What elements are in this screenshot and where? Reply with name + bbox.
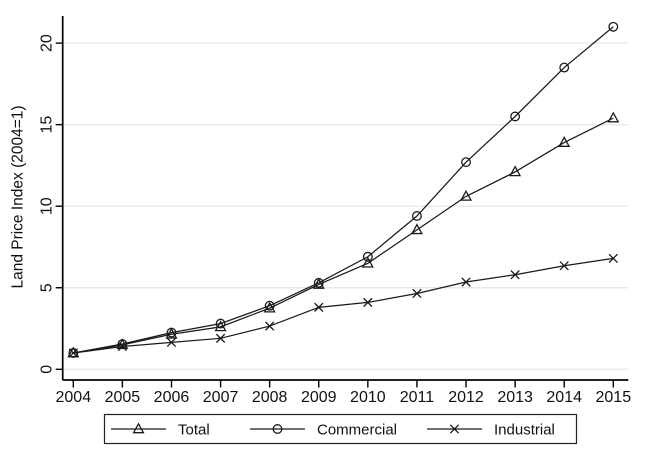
legend-marker-commercial xyxy=(272,424,283,434)
marker-triangle-total-2011 xyxy=(410,223,423,235)
x-tick-label-2014: 2014 xyxy=(546,389,582,406)
legend-marker-total xyxy=(132,422,145,434)
x-tick-label-2007: 2007 xyxy=(203,389,239,406)
y-tick-label-20: 20 xyxy=(39,34,56,52)
marker-circle-commercial-2012 xyxy=(461,157,471,168)
marker-x-industrial-2012 xyxy=(461,277,471,287)
marker-circle-commercial-2005 xyxy=(117,339,128,349)
series-line-commercial xyxy=(73,26,614,354)
x-tick-label-2006: 2006 xyxy=(154,389,190,406)
marker-x-industrial-2004 xyxy=(68,348,78,358)
gridlines xyxy=(62,42,629,370)
marker-x-industrial-2013 xyxy=(510,270,520,280)
x-tick-label-2008: 2008 xyxy=(252,389,288,406)
marker-x-industrial-2010 xyxy=(363,297,373,308)
legend-box xyxy=(103,413,578,445)
marker-circle-commercial-2009 xyxy=(313,277,324,288)
marker-circle-commercial-2011 xyxy=(411,211,422,221)
marker-x-industrial-2005 xyxy=(117,341,128,352)
marker-triangle-total-2007 xyxy=(214,320,227,332)
x-tick-label-2005: 2005 xyxy=(105,389,141,406)
x-tick-label-2012: 2012 xyxy=(448,389,484,406)
marker-x-industrial-2011 xyxy=(412,288,422,299)
x-tick-label-2015: 2015 xyxy=(596,389,632,406)
legend-label-industrial: Industrial xyxy=(494,421,555,438)
legend: Total Commercial Industrial xyxy=(103,413,578,445)
data-series xyxy=(67,21,620,358)
marker-triangle-total-2015 xyxy=(607,111,620,123)
y-tick-label-15: 15 xyxy=(39,116,56,134)
y-tick-label-0: 0 xyxy=(39,365,56,374)
x-tick-label-2011: 2011 xyxy=(400,389,435,406)
marker-circle-commercial-2013 xyxy=(510,111,521,122)
marker-circle-commercial-2015 xyxy=(608,21,619,32)
y-tick-label-5: 5 xyxy=(39,283,56,292)
series-line-total xyxy=(73,117,614,354)
y-axis-title: Land Price Index (2004=1) xyxy=(9,105,26,288)
axes: 0 5 10 15 20 2004 2005 2006 2007 2008 2009 2010 2011… xyxy=(39,16,632,406)
legend-label-commercial: Commercial xyxy=(317,421,397,438)
x-tick-label-2010: 2010 xyxy=(350,389,386,406)
marker-circle-commercial-2010 xyxy=(362,251,373,262)
marker-circle-commercial-2014 xyxy=(559,62,570,73)
marker-triangle-total-2013 xyxy=(509,165,522,177)
marker-x-industrial-2006 xyxy=(166,337,177,348)
marker-x-industrial-2009 xyxy=(314,302,324,312)
marker-x-industrial-2014 xyxy=(559,261,569,271)
x-tick-label-2009: 2009 xyxy=(301,389,337,406)
marker-triangle-total-2010 xyxy=(361,256,374,268)
marker-circle-commercial-2007 xyxy=(215,318,226,329)
marker-triangle-total-2012 xyxy=(460,189,473,201)
marker-circle-commercial-2006 xyxy=(166,327,177,338)
y-tick-label-10: 10 xyxy=(39,197,56,215)
marker-x-industrial-2015 xyxy=(608,253,618,264)
marker-triangle-total-2008 xyxy=(263,301,276,313)
series-line-industrial xyxy=(73,257,614,354)
x-tick-label-2013: 2013 xyxy=(497,389,533,406)
marker-x-industrial-2007 xyxy=(215,333,226,343)
marker-triangle-total-2014 xyxy=(558,136,571,147)
marker-circle-commercial-2008 xyxy=(264,300,275,311)
legend-marker-industrial xyxy=(449,424,460,434)
x-tick-label-2004: 2004 xyxy=(56,389,92,406)
legend-label-total: Total xyxy=(178,421,210,438)
marker-x-industrial-2008 xyxy=(265,321,275,331)
